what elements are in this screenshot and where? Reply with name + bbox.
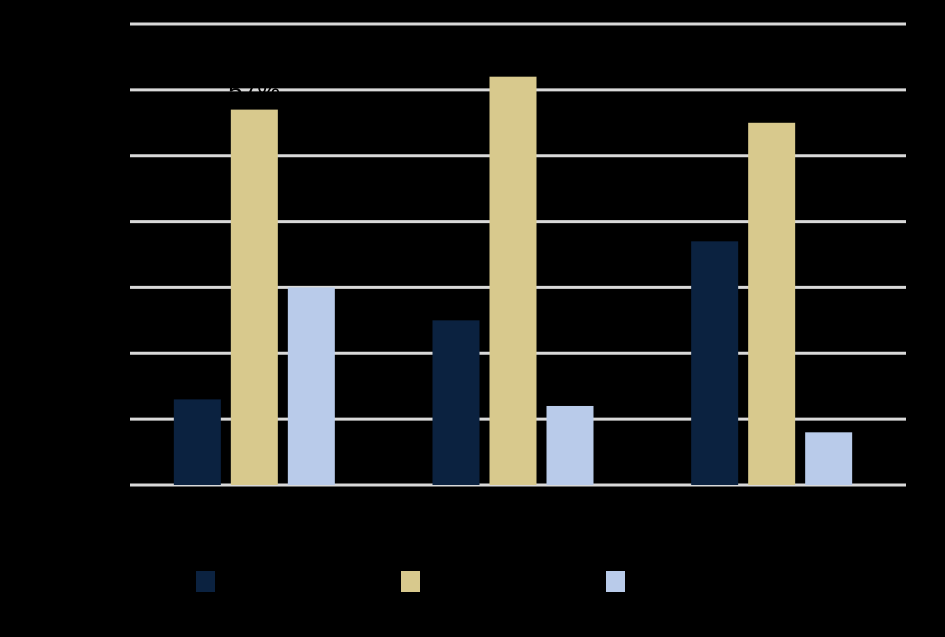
bar-series1-cat1 (173, 399, 221, 485)
bar-series3-cat1 (287, 287, 335, 485)
legend (196, 571, 625, 592)
data-label-series3-cat2: 12% (544, 372, 596, 402)
data-label-series2-cat1: 57% (228, 76, 280, 106)
bar-series3-cat3 (805, 432, 853, 485)
bars (173, 76, 853, 486)
bar-series2-cat2 (489, 76, 537, 485)
data-label-series2-cat3: 55% (746, 89, 798, 119)
bar-series2-cat1 (230, 109, 278, 485)
data-labels: 10% 21% 57% 55% 12% (171, 76, 797, 402)
bar-series1-cat2 (432, 320, 480, 485)
legend-swatch-1 (196, 571, 215, 592)
data-label-series1-cat1: 10% (171, 365, 223, 395)
legend-swatch-3 (606, 571, 625, 592)
data-label-series1-cat2: 21% (430, 286, 482, 316)
legend-swatch-2 (401, 571, 420, 592)
bar-series2-cat3 (748, 122, 796, 486)
bar-series1-cat3 (691, 241, 739, 485)
bar-series3-cat2 (546, 405, 594, 485)
